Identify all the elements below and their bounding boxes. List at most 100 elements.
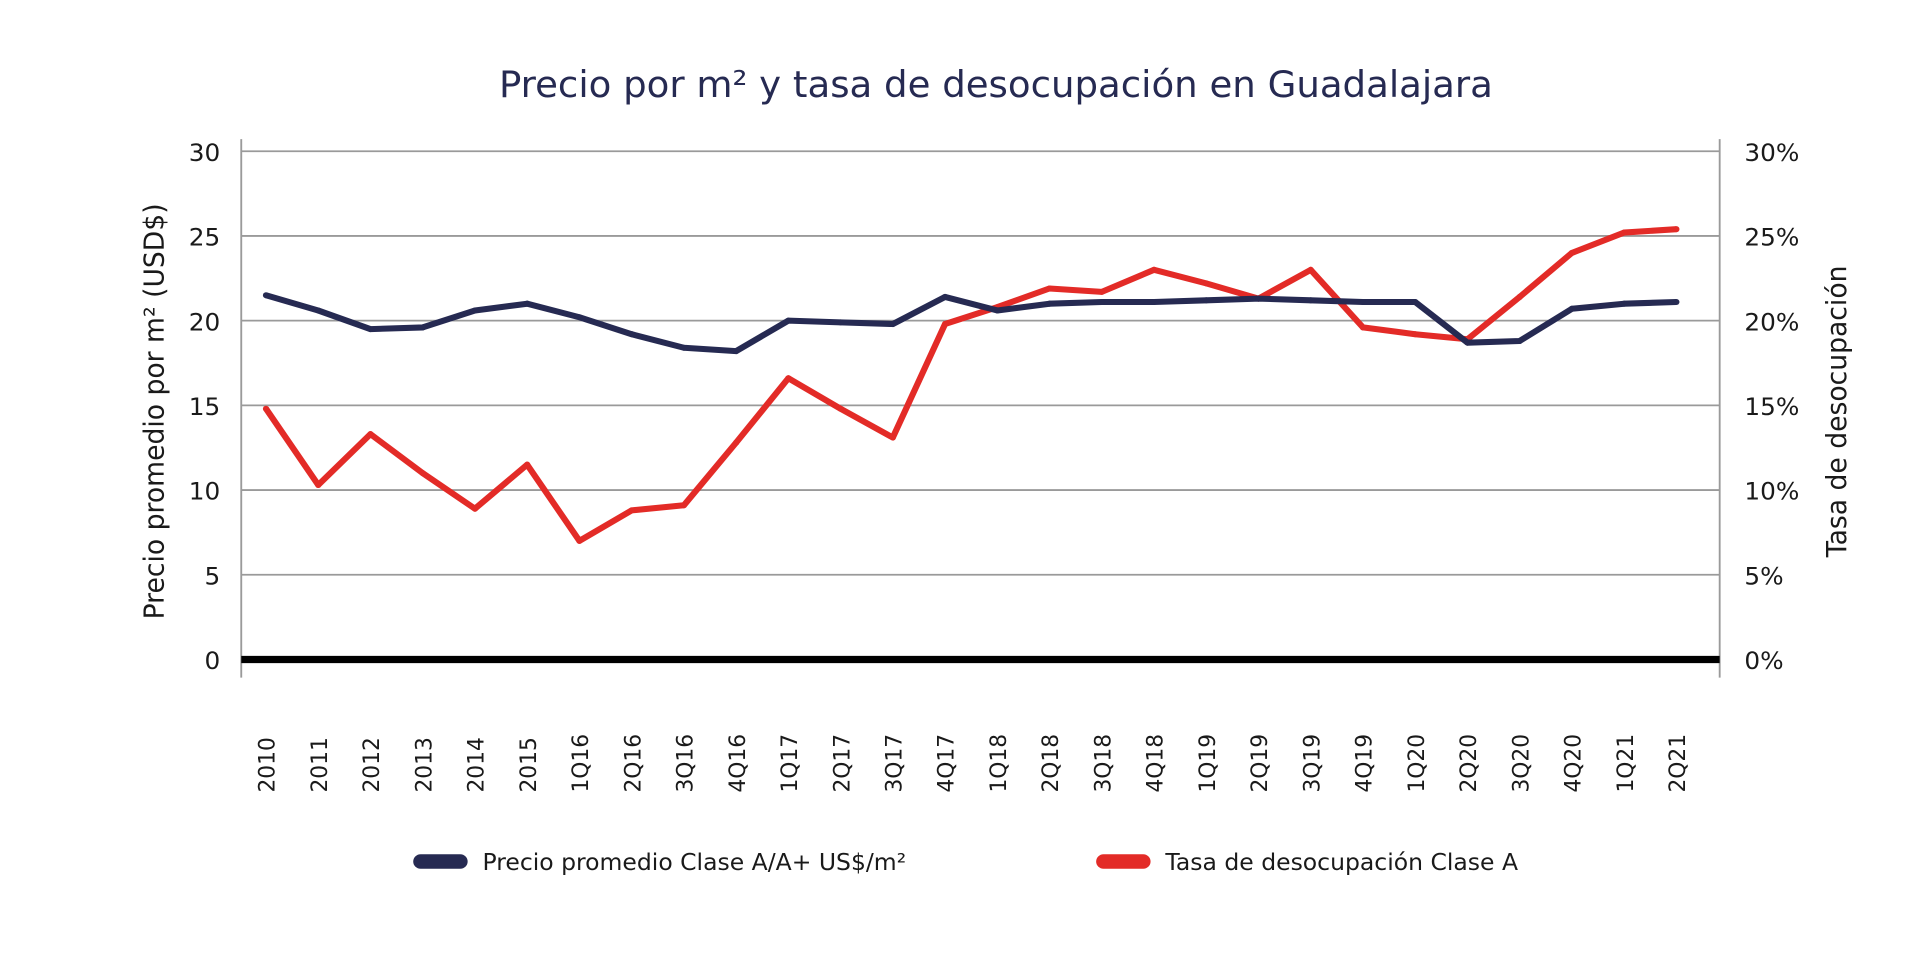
y-tick-label: 5 xyxy=(204,562,220,591)
price-point xyxy=(889,321,896,328)
legend-label-price: Precio promedio Clase A/A+ US$/m² xyxy=(483,849,907,876)
y-tick-label: 25 xyxy=(189,223,220,252)
x-tick-label: 2Q16 xyxy=(621,734,646,793)
y2-tick-label: 15% xyxy=(1744,392,1799,421)
x-tick-label: 2014 xyxy=(464,737,489,792)
x-tick-label: 1Q20 xyxy=(1405,734,1430,793)
price-point xyxy=(1307,297,1314,304)
price-point xyxy=(1412,298,1419,306)
x-tick-label: 2015 xyxy=(517,737,542,792)
price-point xyxy=(994,307,1001,314)
vacancy-point xyxy=(471,505,479,512)
price-point xyxy=(628,331,635,338)
x-tick-label: 2Q19 xyxy=(1248,734,1273,793)
legend-swatch-vacancy xyxy=(1096,854,1151,869)
vacancy-point xyxy=(1098,288,1105,295)
vacancy-point xyxy=(262,405,270,412)
vacancy-point xyxy=(1621,229,1628,236)
price-point xyxy=(1516,337,1523,345)
x-tick-label: 4Q18 xyxy=(1143,734,1168,793)
x-tick-label: 1Q16 xyxy=(569,734,594,793)
price-point xyxy=(680,344,687,351)
x-tick-label: 3Q18 xyxy=(1091,734,1116,793)
vacancy-point xyxy=(1568,249,1575,256)
vacancy-point xyxy=(941,321,949,328)
y-tick-label: 0 xyxy=(204,646,220,675)
y-tick-label: 10 xyxy=(189,477,220,506)
x-tick-label: 3Q17 xyxy=(882,734,907,793)
vacancy-point xyxy=(1673,226,1680,233)
price-point xyxy=(837,319,844,326)
x-tick-label: 2Q17 xyxy=(830,734,855,793)
price-point xyxy=(1255,295,1262,302)
price-point xyxy=(576,314,583,321)
x-tick-label: 2013 xyxy=(412,737,437,792)
price-point xyxy=(1150,298,1158,306)
legend-label-vacancy: Tasa de desocupación Clase A xyxy=(1164,849,1518,876)
legend-swatch-price xyxy=(413,854,468,869)
price-point xyxy=(733,348,740,355)
price-point xyxy=(524,300,531,307)
vacancy-point xyxy=(524,461,531,468)
y-tick-label: 30 xyxy=(189,138,220,167)
y2-tick-label: 20% xyxy=(1744,308,1799,337)
x-tick-label: 2Q21 xyxy=(1666,734,1691,793)
vacancy-point xyxy=(1412,331,1419,338)
x-tick-label: 3Q19 xyxy=(1300,734,1325,793)
price-point xyxy=(1673,298,1680,306)
price-point xyxy=(941,293,949,300)
chart-title: Precio por m² y tasa de desocupación en … xyxy=(499,63,1493,106)
vacancy-point xyxy=(1046,285,1053,292)
x-tick-label: 1Q17 xyxy=(778,734,803,793)
price-point xyxy=(1621,300,1628,307)
y2-tick-label: 0% xyxy=(1744,646,1783,675)
x-tick-label: 1Q19 xyxy=(1196,734,1221,793)
y2-tick-label: 5% xyxy=(1744,562,1783,591)
vacancy-point xyxy=(733,439,740,446)
legend: Precio promedio Clase A/A+ US$/m² Tasa d… xyxy=(413,849,1518,876)
price-point xyxy=(1568,305,1575,312)
x-tick-label: 4Q20 xyxy=(1561,734,1586,793)
vacancy-point xyxy=(785,375,792,382)
price-point xyxy=(471,307,479,314)
x-tick-label: 4Q17 xyxy=(935,734,960,793)
price-point xyxy=(1359,298,1367,306)
x-tick-label: 1Q21 xyxy=(1614,734,1639,793)
price-point xyxy=(1098,298,1105,306)
price-point xyxy=(1464,339,1471,346)
vacancy-point xyxy=(1203,280,1210,287)
price-point xyxy=(1046,300,1053,307)
vacancy-point xyxy=(576,537,583,544)
price-line xyxy=(265,292,1677,355)
x-tick-label: 4Q16 xyxy=(726,734,751,793)
x-tick-label: 1Q18 xyxy=(987,734,1012,793)
vacancy-point xyxy=(1359,324,1367,331)
x-tick-label: 2010 xyxy=(255,737,280,792)
price-point xyxy=(785,317,792,324)
x-tick-label: 2Q18 xyxy=(1039,734,1064,793)
x-tick-label: 2012 xyxy=(360,737,385,792)
vacancy-point xyxy=(680,502,687,509)
x-tick-label: 2011 xyxy=(308,737,333,792)
y-axis-label: Precio promedio por m² (USD$) xyxy=(139,203,170,619)
vacancy-point xyxy=(1150,266,1158,273)
x-tick-label: 2Q20 xyxy=(1457,734,1482,793)
y2-axis-label: Tasa de desocupación xyxy=(1822,266,1853,559)
price-point xyxy=(315,307,322,314)
x-tick-label: 3Q20 xyxy=(1509,734,1534,793)
x-tick-label: 3Q16 xyxy=(673,734,698,793)
price-point xyxy=(367,326,374,333)
price-point xyxy=(1203,297,1210,304)
vacancy-point xyxy=(1516,293,1523,300)
y2-tick-label: 30% xyxy=(1744,138,1799,167)
vacancy-point xyxy=(315,481,322,488)
y2-tick-label: 10% xyxy=(1744,477,1799,506)
vacancy-point xyxy=(419,470,426,477)
vacancy-point xyxy=(628,507,635,514)
vacancy-point xyxy=(889,434,896,441)
y-tick-label: 15 xyxy=(189,392,220,421)
vacancy-point xyxy=(837,405,844,412)
price-point xyxy=(419,324,426,331)
x-tick-label: 4Q19 xyxy=(1352,734,1377,793)
